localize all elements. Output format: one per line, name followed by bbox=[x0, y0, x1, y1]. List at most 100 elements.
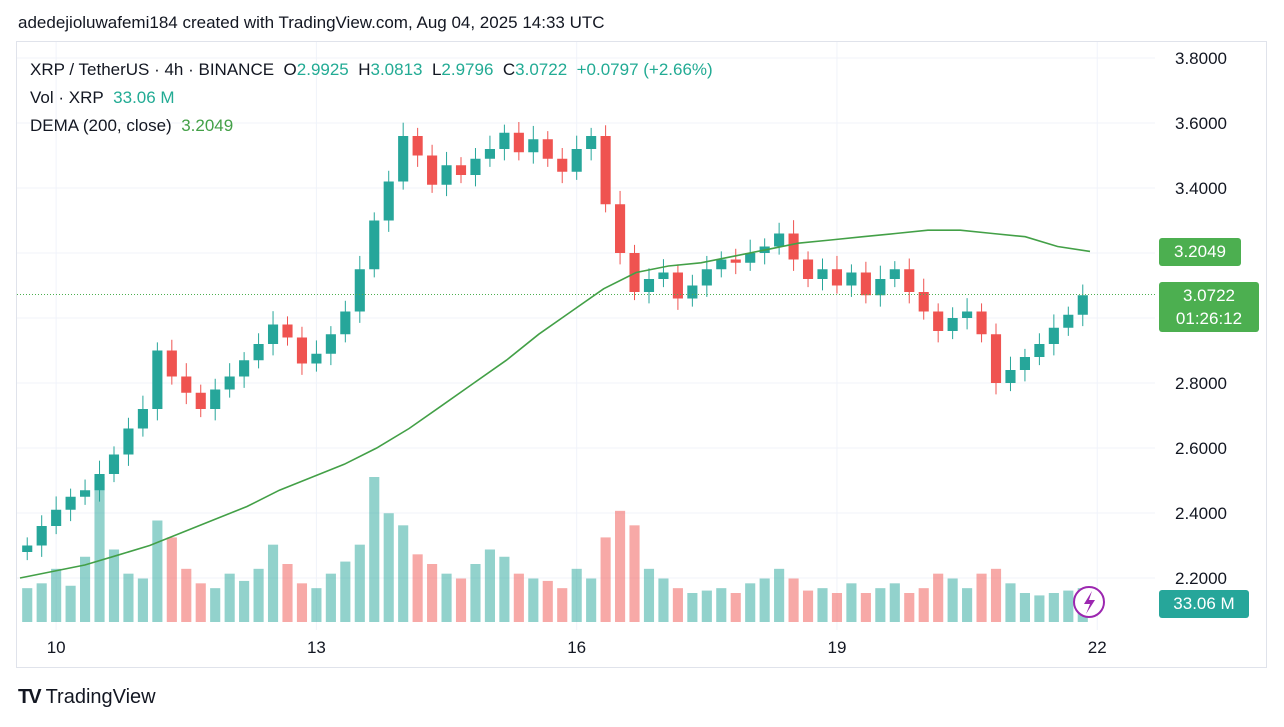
low-value: 2.9796 bbox=[441, 60, 494, 79]
volume-bar bbox=[383, 513, 394, 622]
volume-bar bbox=[137, 578, 148, 622]
candle-body bbox=[788, 233, 799, 260]
volume-bar bbox=[22, 588, 33, 622]
volume-bar bbox=[759, 578, 770, 622]
volume-legend[interactable]: Vol · XRP 33.06 M bbox=[30, 88, 175, 108]
volume-bar bbox=[152, 520, 163, 622]
high-value: 3.0813 bbox=[370, 60, 423, 79]
candle-body bbox=[224, 376, 235, 390]
volume-bar bbox=[108, 549, 120, 622]
y-tick-label: 3.4000 bbox=[1175, 179, 1227, 198]
volume-bar bbox=[354, 544, 365, 622]
volume-bar bbox=[1034, 595, 1045, 622]
candle-body bbox=[296, 337, 308, 364]
candle-body bbox=[658, 272, 669, 279]
candle-body bbox=[166, 350, 177, 377]
low-label: L bbox=[431, 60, 442, 79]
volume-bar bbox=[253, 568, 264, 622]
candle-body bbox=[571, 149, 582, 172]
candle-body bbox=[340, 311, 351, 335]
candle-body bbox=[730, 259, 741, 263]
volume-bar bbox=[990, 568, 1002, 622]
candle-body bbox=[441, 165, 452, 185]
volume-bar bbox=[831, 593, 843, 622]
candle-body bbox=[947, 318, 958, 331]
symbol-legend[interactable]: XRP / TetherUS · 4h · BINANCE O2.9925 H3… bbox=[30, 60, 713, 80]
candle-body bbox=[962, 311, 973, 318]
candle-body bbox=[22, 545, 33, 552]
volume-bar bbox=[80, 556, 91, 622]
volume-bar bbox=[1005, 583, 1016, 622]
x-tick-label: 10 bbox=[47, 638, 66, 657]
candle-body bbox=[687, 285, 698, 299]
candle-body bbox=[1048, 327, 1059, 344]
candle-body bbox=[470, 158, 481, 175]
candle-body bbox=[802, 259, 814, 279]
volume-bar bbox=[745, 583, 756, 622]
volume-bar bbox=[239, 580, 250, 622]
candle-body bbox=[831, 269, 843, 286]
candle-body bbox=[80, 490, 91, 497]
volume-bar bbox=[976, 573, 987, 622]
candle-body bbox=[860, 272, 871, 296]
volume-bar bbox=[195, 583, 206, 622]
candle-body bbox=[398, 136, 409, 182]
volume-bar bbox=[398, 525, 409, 622]
candle-body bbox=[282, 324, 293, 338]
volume-bar bbox=[643, 568, 655, 622]
tradingview-logo-icon: TV bbox=[18, 686, 42, 708]
volume-bar bbox=[325, 573, 336, 622]
candle-body bbox=[181, 376, 192, 393]
candle-body bbox=[354, 269, 365, 312]
volume-bar bbox=[860, 593, 871, 622]
x-tick-label: 19 bbox=[827, 638, 846, 657]
candle-body bbox=[904, 269, 915, 292]
candle-body bbox=[51, 509, 62, 526]
dema-value: 3.2049 bbox=[181, 116, 234, 135]
chart-frame[interactable] bbox=[16, 41, 1267, 668]
lightning-bolt-icon bbox=[1084, 591, 1095, 614]
candle-body bbox=[108, 454, 120, 474]
volume-bar bbox=[1063, 590, 1074, 622]
volume-label: Vol · XRP bbox=[30, 88, 104, 107]
volume-bar bbox=[918, 588, 929, 622]
open-label: O bbox=[283, 60, 297, 79]
candle-body bbox=[239, 360, 250, 377]
x-tick-label: 13 bbox=[307, 638, 326, 657]
candle-body bbox=[1063, 314, 1074, 328]
candle-body bbox=[1077, 295, 1088, 315]
candle-body bbox=[513, 132, 524, 153]
y-tick-label: 3.6000 bbox=[1175, 114, 1227, 133]
volume-bar bbox=[904, 593, 915, 622]
tradingview-logo[interactable]: TV TradingView bbox=[18, 686, 156, 709]
candle-body bbox=[889, 269, 900, 279]
volume-bar bbox=[1048, 593, 1059, 622]
volume-bar bbox=[412, 554, 423, 622]
candle-body bbox=[528, 139, 539, 153]
last-price-badge: 3.0722 01:26:12 bbox=[1159, 282, 1259, 332]
volume-bar bbox=[267, 544, 279, 622]
volume-bar bbox=[484, 549, 495, 622]
candle-body bbox=[615, 204, 626, 253]
change-value: +0.0797 (+2.66%) bbox=[576, 60, 713, 79]
candle-body bbox=[412, 136, 423, 156]
candle-body bbox=[1034, 344, 1045, 357]
volume-bar bbox=[817, 588, 828, 622]
candle-body bbox=[383, 181, 394, 221]
volume-bar bbox=[513, 573, 524, 622]
volume-bar bbox=[658, 578, 669, 622]
candle-body bbox=[875, 279, 886, 296]
dema-legend[interactable]: DEMA (200, close) 3.2049 bbox=[30, 116, 233, 136]
candle-body bbox=[369, 220, 380, 270]
candle-body bbox=[210, 389, 221, 409]
volume-bar bbox=[340, 561, 351, 622]
volume-bar bbox=[94, 477, 105, 622]
candle-body bbox=[311, 353, 322, 364]
close-value: 3.0722 bbox=[515, 60, 568, 79]
candle-body bbox=[774, 233, 785, 247]
volume-bar bbox=[615, 510, 626, 622]
candle-body bbox=[643, 279, 655, 292]
candle-body bbox=[933, 311, 944, 331]
volume-bar bbox=[571, 568, 582, 622]
